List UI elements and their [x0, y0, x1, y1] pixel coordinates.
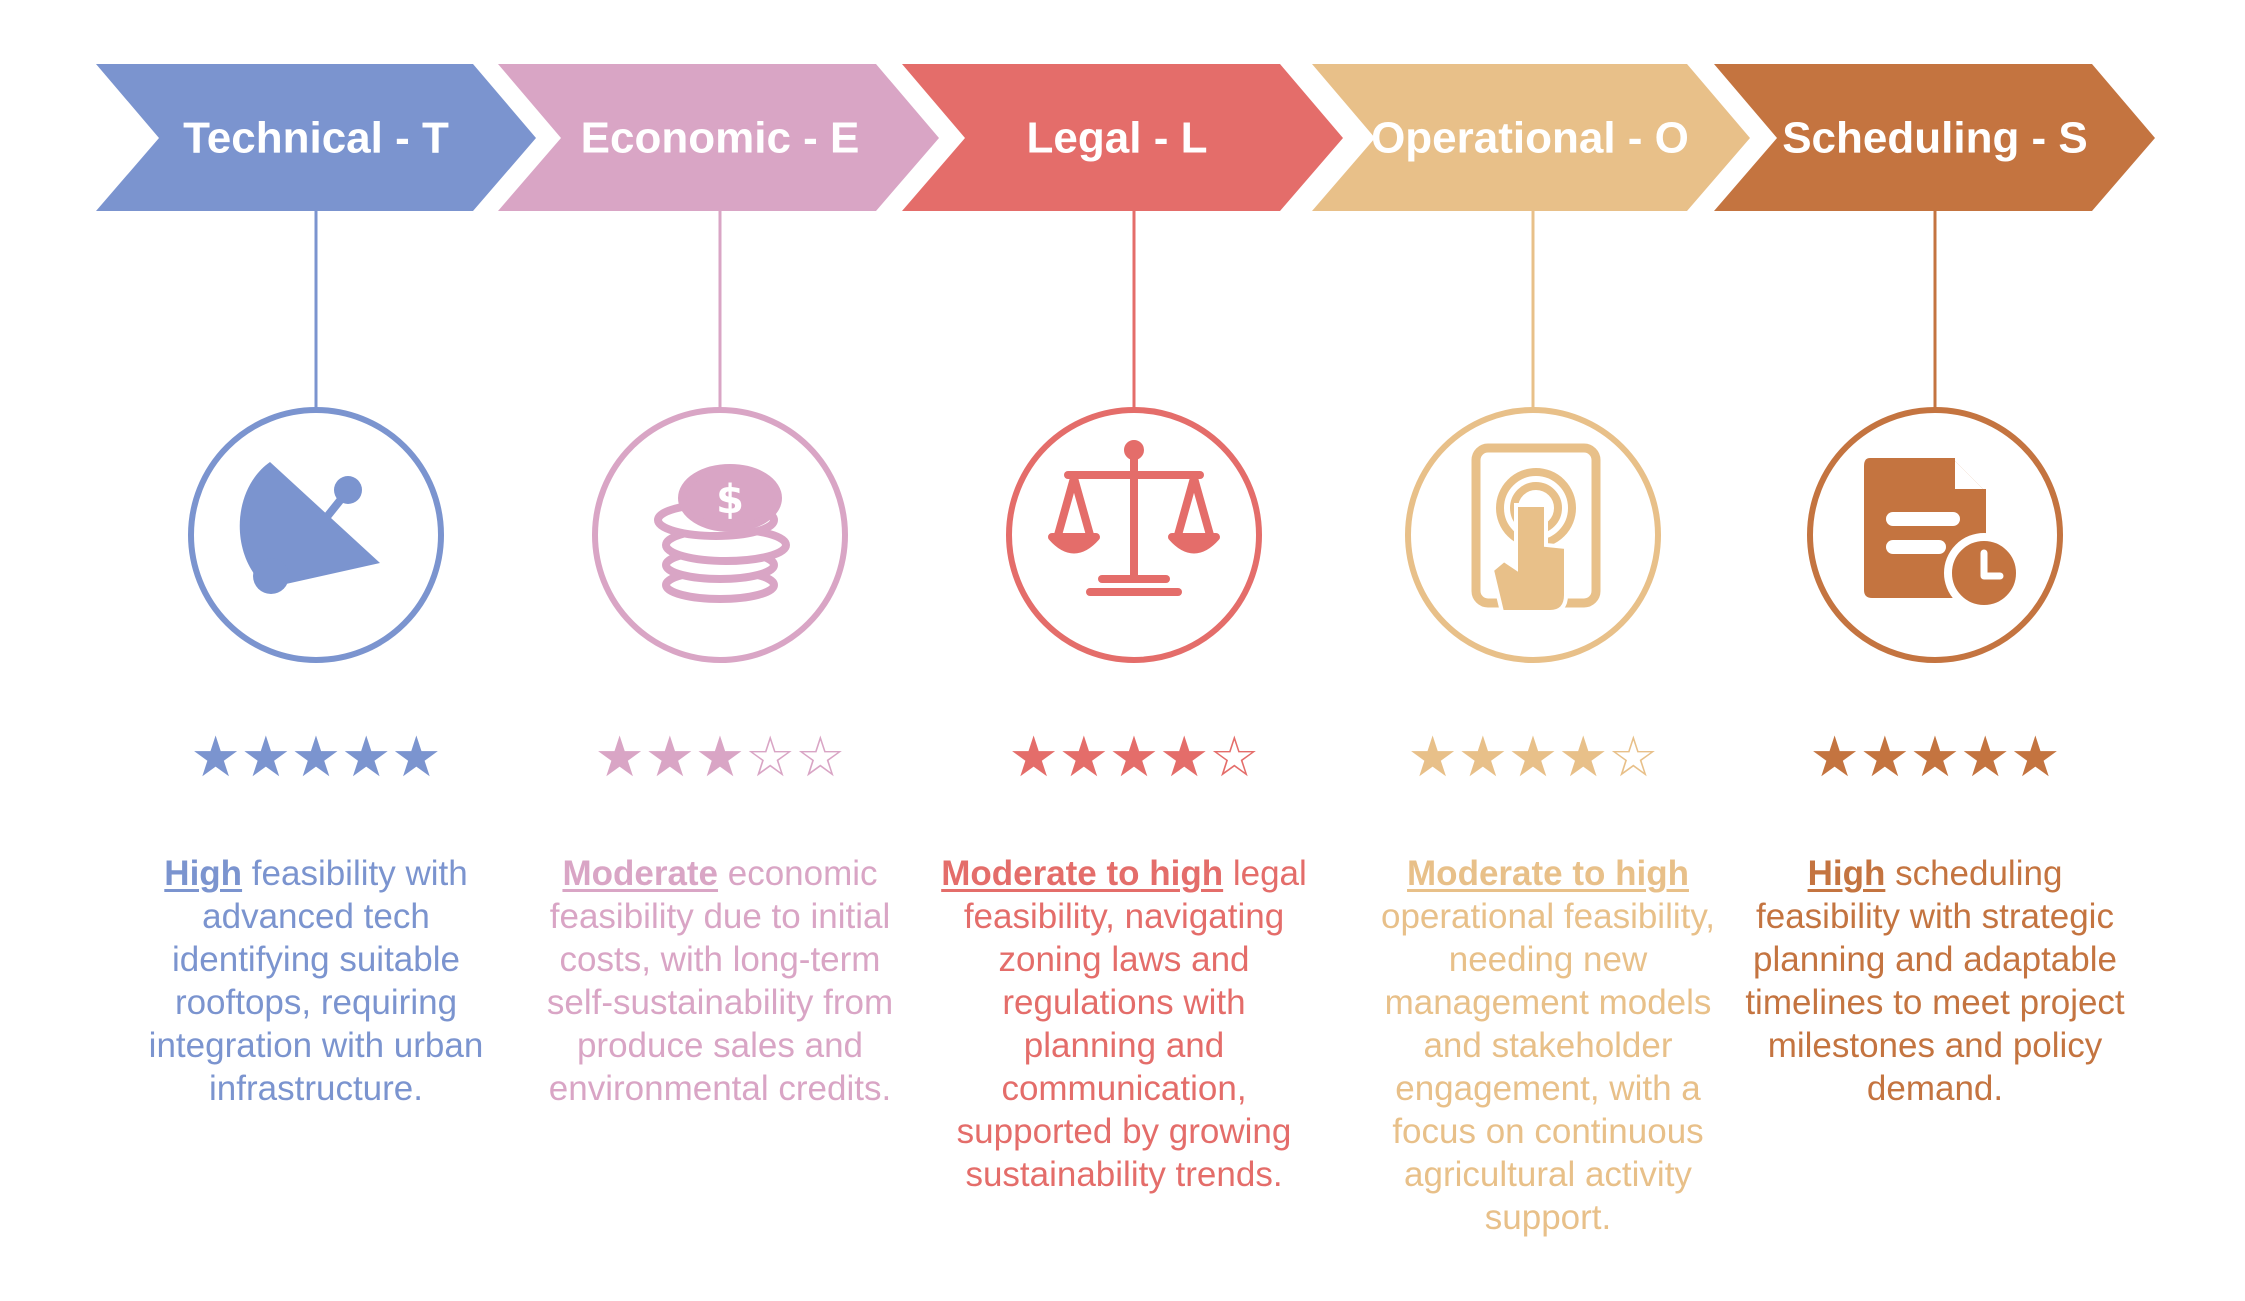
star-filled-icon: ★ — [1407, 725, 1457, 790]
star-filled-icon: ★ — [241, 725, 291, 790]
description-scheduling: High scheduling feasibility with strateg… — [1745, 852, 2125, 1110]
description-operational: Moderate to high operational feasibility… — [1358, 852, 1738, 1239]
rating-economic: ★★★☆☆ — [594, 725, 845, 790]
star-filled-icon: ★ — [1508, 725, 1558, 790]
star-filled-icon: ★ — [291, 725, 341, 790]
satellite-dish-icon — [239, 462, 380, 594]
star-filled-icon: ★ — [190, 725, 240, 790]
scales-icon — [1048, 440, 1220, 596]
tablet-touch-icon — [1471, 443, 1601, 614]
arrow-economic-label: Economic - E — [581, 114, 860, 163]
star-empty-icon: ☆ — [1608, 725, 1658, 790]
star-filled-icon: ★ — [1960, 725, 2010, 790]
description-legal-text: legal feasibility, navigating zoning law… — [956, 854, 1307, 1194]
star-filled-icon: ★ — [1159, 725, 1209, 790]
icon-circle-scheduling — [1807, 407, 2063, 663]
arrow-scheduling-label: Scheduling - S — [1782, 114, 2088, 163]
star-filled-icon: ★ — [1059, 725, 1109, 790]
description-legal-highlight: Moderate to high — [941, 854, 1224, 893]
rating-operational: ★★★★☆ — [1407, 725, 1658, 790]
star-filled-icon: ★ — [1809, 725, 1859, 790]
description-technical-highlight: High — [164, 854, 243, 893]
star-filled-icon: ★ — [1910, 725, 1960, 790]
star-empty-icon: ☆ — [1209, 725, 1259, 790]
rating-scheduling: ★★★★★ — [1809, 725, 2060, 790]
star-empty-icon: ☆ — [795, 725, 845, 790]
description-operational-highlight: Moderate to high — [1407, 854, 1689, 893]
star-filled-icon: ★ — [1008, 725, 1058, 790]
icon-circle-economic: $ — [592, 407, 848, 663]
description-economic-text: economic feasibility due to initial cost… — [546, 854, 894, 1108]
document-clock-icon — [1864, 458, 2024, 613]
star-filled-icon: ★ — [594, 725, 644, 790]
star-filled-icon: ★ — [695, 725, 745, 790]
arrow-technical-label: Technical - T — [183, 114, 449, 163]
star-filled-icon: ★ — [2010, 725, 2060, 790]
star-filled-icon: ★ — [391, 725, 441, 790]
description-economic: Moderate economic feasibility due to ini… — [530, 852, 910, 1110]
description-operational-text: operational feasibility, needing new man… — [1381, 897, 1715, 1237]
star-empty-icon: ☆ — [745, 725, 795, 790]
arrow-technical: Technical - T — [96, 64, 536, 211]
star-filled-icon: ★ — [1558, 725, 1608, 790]
star-filled-icon: ★ — [1109, 725, 1159, 790]
coins-icon: $ — [654, 464, 790, 603]
icon-circle-legal — [1006, 407, 1262, 663]
description-scheduling-highlight: High — [1807, 854, 1886, 893]
arrow-scheduling: Scheduling - S — [1714, 64, 2155, 211]
arrow-economic: Economic - E — [498, 64, 939, 211]
icon-circle-operational — [1405, 407, 1661, 663]
star-filled-icon: ★ — [1860, 725, 1910, 790]
description-technical: High feasibility with advanced tech iden… — [126, 852, 506, 1110]
star-filled-icon: ★ — [645, 725, 695, 790]
arrow-operational-label: Operational - O — [1371, 114, 1689, 163]
arrow-operational: Operational - O — [1312, 64, 1750, 211]
svg-text:$: $ — [716, 477, 744, 523]
description-legal: Moderate to high legal feasibility, navi… — [934, 852, 1314, 1196]
description-economic-highlight: Moderate — [562, 854, 719, 893]
description-technical-text: feasibility with advanced tech identifyi… — [148, 854, 484, 1108]
star-filled-icon: ★ — [1458, 725, 1508, 790]
arrow-legal: Legal - L — [902, 64, 1343, 211]
icon-circle-technical — [188, 407, 444, 663]
description-scheduling-text: scheduling feasibility with strategic pl… — [1745, 854, 2125, 1108]
rating-legal: ★★★★☆ — [1008, 725, 1259, 790]
star-filled-icon: ★ — [341, 725, 391, 790]
rating-technical: ★★★★★ — [190, 725, 441, 790]
arrow-legal-label: Legal - L — [1027, 114, 1208, 163]
